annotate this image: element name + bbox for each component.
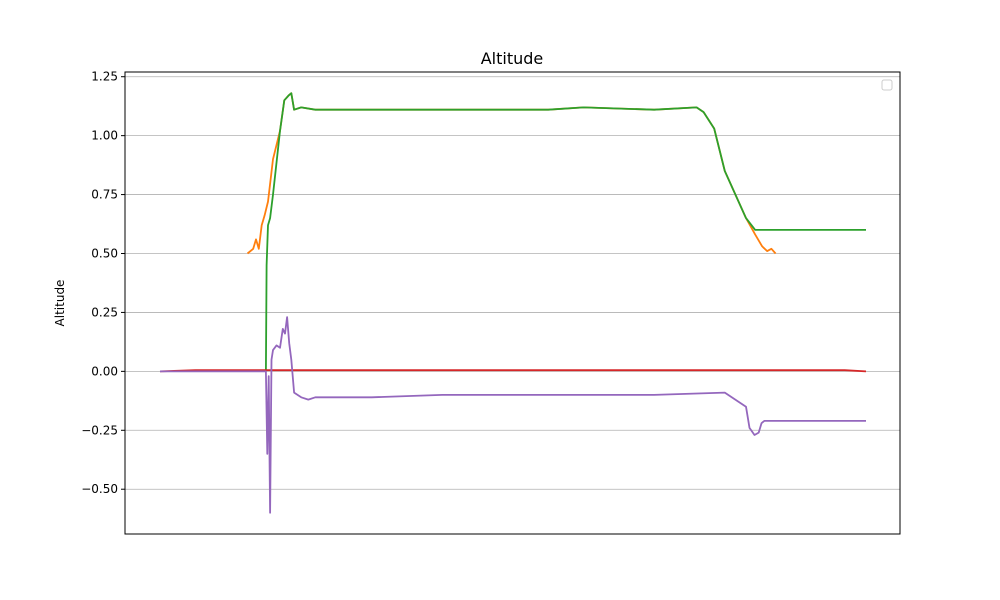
legend-box[interactable] xyxy=(881,79,893,91)
chart-title: Altitude xyxy=(481,49,544,68)
y-tick-label: −0.25 xyxy=(81,423,118,437)
y-tick-label: 0.75 xyxy=(91,188,118,202)
plot-area xyxy=(125,72,900,534)
y-tick-label: 0.25 xyxy=(91,305,118,319)
y-tick-label: 1.00 xyxy=(91,129,118,143)
y-axis: −0.50 −0.25 0.00 0.25 0.50 0.75 1.00 1.25 xyxy=(81,70,125,496)
plot-frame xyxy=(124,71,901,535)
y-tick-label: 0.00 xyxy=(91,364,118,378)
series-line-3 xyxy=(159,369,867,373)
y-tick-label: −0.50 xyxy=(81,482,118,496)
series-line-2 xyxy=(265,92,866,372)
series-line-4 xyxy=(160,316,866,514)
series-lines xyxy=(159,92,867,514)
y-axis-label: Altitude xyxy=(53,280,67,327)
y-tick-label: 1.25 xyxy=(91,70,118,84)
y-tick-label: 0.50 xyxy=(91,247,118,261)
